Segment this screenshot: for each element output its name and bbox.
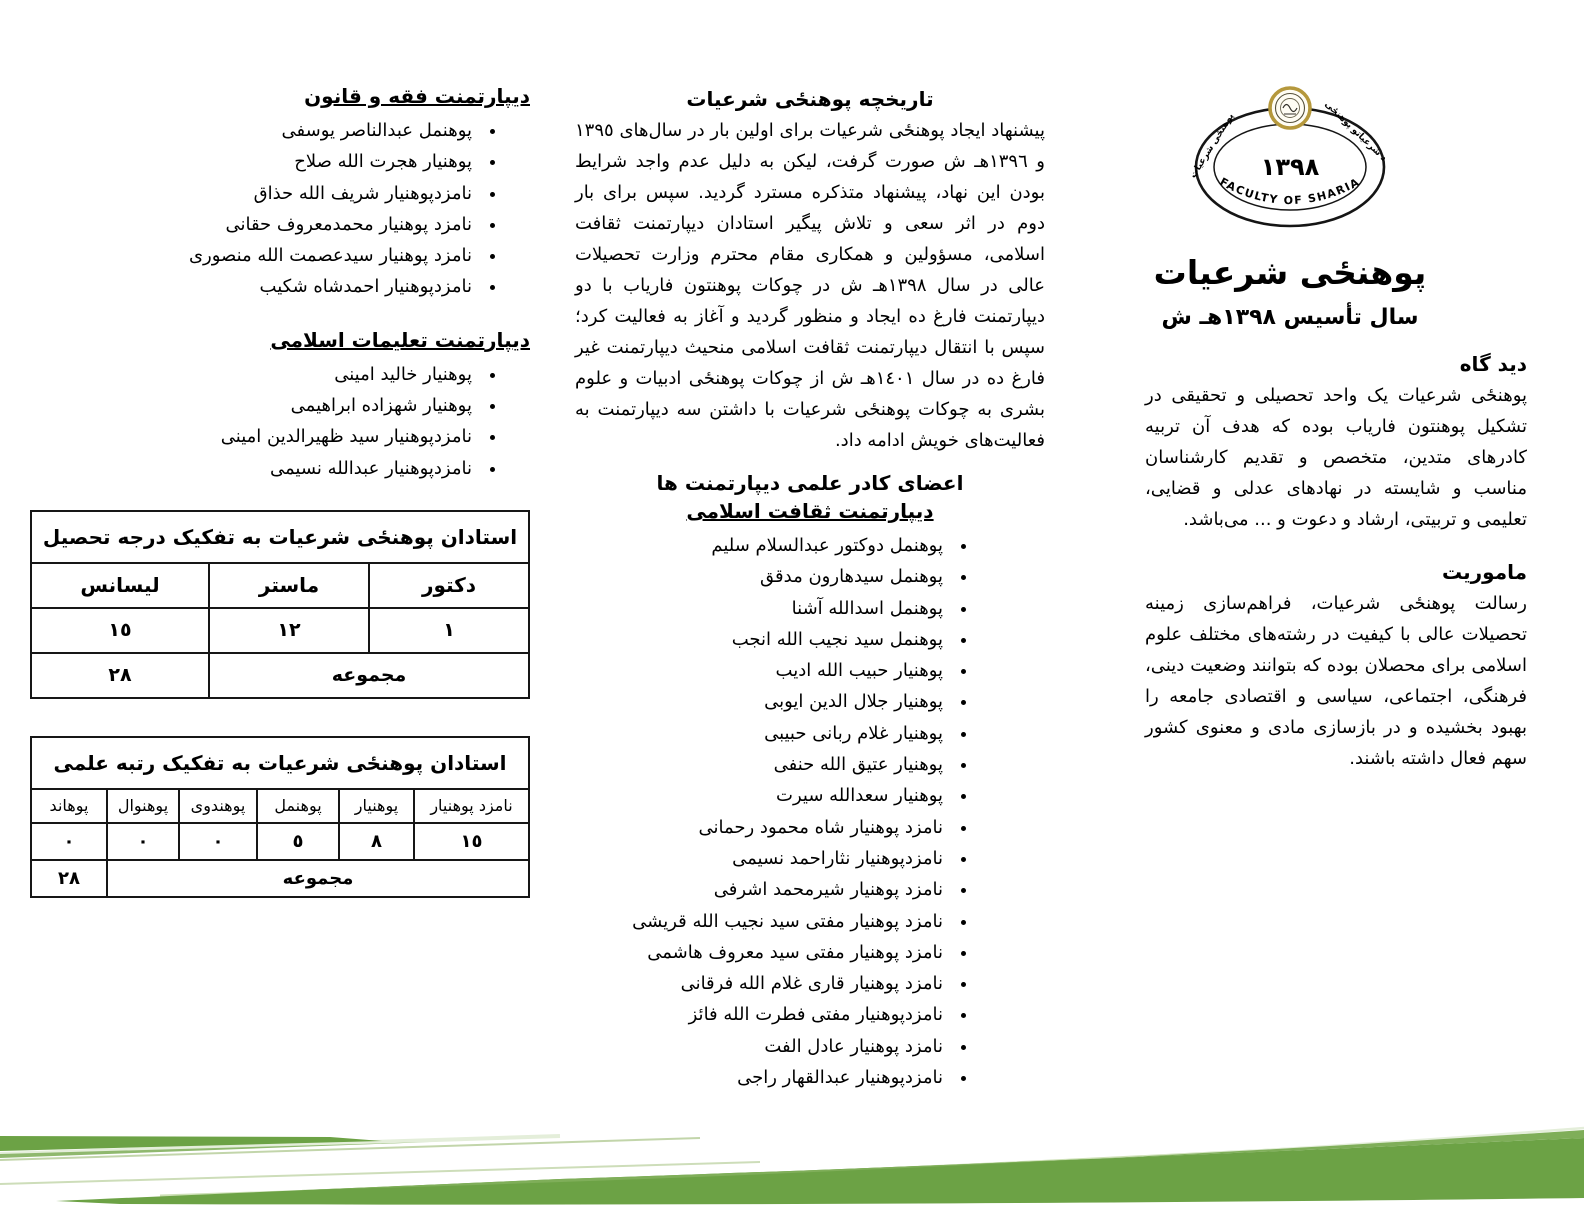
degree-col-header: دکتور [368, 561, 530, 609]
university-emblem-icon [1268, 86, 1312, 130]
degree-table-title: استادان پوهنځی شرعیات به تفکیک درجه تحصی… [30, 509, 530, 564]
list-item: نامزدپوهنیار عبدالقهار راجی [575, 1062, 949, 1093]
list-item: پوهنیار عتیق الله حنفی [575, 749, 949, 780]
list-item: پوهنیار سعدالله سیرت [575, 780, 949, 811]
list-item: پوهنمل اسدالله آشنا [575, 593, 949, 624]
degree-col-header: ماستر [208, 561, 370, 609]
list-item: پوهنمل دوکتور عبدالسلام سلیم [575, 530, 949, 561]
list-item: پوهنمل سید نجیب الله انجب [575, 624, 949, 655]
list-item: نامزدپوهنیار سید ظهیرالدین امینی [32, 421, 478, 452]
faculty-title: پوهنځی شرعیات [1153, 253, 1427, 292]
staff-heading: اعضای کادر علمی دیپارتمنت ها [656, 471, 964, 495]
rank-col-header: پوهاند [29, 787, 109, 824]
cover-panel: ١٣٩٨ FACULTY OF SHARIA د شرعیاتو پوهنځی … [1145, 85, 1527, 774]
list-item: نامزد پوهنیار قاری غلام الله فرقانی [575, 968, 949, 999]
list-item: نامزدپوهنیار عبدالله نسیمی [32, 453, 478, 484]
list-item: پوهنیار هجرت الله صلاح [32, 146, 478, 177]
list-item: پوهنیار خالید امینی [32, 359, 478, 390]
rank-col-header: پوهنیار [338, 787, 415, 824]
bottom-wave-graphic [0, 1126, 1584, 1205]
cover-body: دید گاه پوهنځی شرعیات یک واحد تحصیلی و ت… [1145, 350, 1527, 774]
faculty-logo: ١٣٩٨ FACULTY OF SHARIA د شرعیاتو پوهنځی … [1188, 86, 1389, 228]
rank-col-header: نامزد پوهنیار [413, 787, 530, 824]
degree-count-cell: ١٥ [30, 606, 210, 654]
rank-table-title: استادان پوهنځی شرعیات به تفکیک رتبه علمی [29, 735, 531, 790]
list-item: پوهنیار شهزاده ابراهیمی [32, 390, 478, 421]
vision-text: پوهنځی شرعیات یک واحد تحصیلی و تحقیقی در… [1145, 385, 1527, 530]
list-item: نامزد پوهنیار محمدمعروف حقانی [32, 209, 478, 240]
degree-total-label: مجموعه [208, 651, 530, 699]
logo-founding-year: ١٣٩٨ [1261, 153, 1320, 181]
history-heading: تاریخچه پوهنځی شرعیات [686, 87, 934, 111]
fiqh-member-list: پوهنمل عبدالناصر یوسفی پوهنیار هجرت الله… [32, 115, 530, 303]
list-item: نامزدپوهنیار شریف الله حذاق [32, 178, 478, 209]
staff-dept-heading: دیپارتمنت ثقافت اسلامی [686, 499, 934, 523]
list-item: پوهنمل سیدهارون مدقق [575, 561, 949, 592]
list-item: نامزد پوهنیار عادل الفت [575, 1031, 949, 1062]
rank-count-cell: ٠ [29, 821, 109, 861]
islamic-ed-member-list: پوهنیار خالید امینی پوهنیار شهزاده ابراه… [32, 359, 530, 484]
degree-col-header: لیسانس [30, 561, 210, 609]
rank-total-label: مجموعه [106, 858, 530, 898]
list-item: پوهنیار حبیب الله ادیب [575, 655, 949, 686]
list-item: نامزد پوهنیار مفتی سید نجیب الله قریشی [575, 906, 949, 937]
rank-count-cell: ٠ [106, 821, 180, 861]
departments-panel: دیپارتمنت فقه و قانون پوهنمل عبدالناصر ی… [29, 82, 531, 898]
vision-heading: دید گاه [1459, 352, 1527, 376]
rank-count-cell: ٥ [256, 821, 340, 861]
rank-count-cell: ٨ [338, 821, 415, 861]
list-item: نامزدپوهنیار نثاراحمد نسیمی [575, 843, 949, 874]
list-item: نامزد پوهنیار مفتی سید معروف هاشمی [575, 937, 949, 968]
list-item: نامزد پوهنیار سیدعصمت الله منصوری [32, 240, 478, 271]
list-item: پوهنیار جلال الدین ایوبی [575, 686, 949, 717]
list-item: پوهنمل عبدالناصر یوسفی [32, 115, 478, 146]
staff-member-list: پوهنمل دوکتور عبدالسلام سلیم پوهنمل سیده… [575, 530, 1045, 1093]
list-item: نامزدپوهنیار احمدشاه شکیب [32, 271, 478, 302]
list-item: نامزد پوهنیار شیرمحمد اشرفی [575, 874, 949, 905]
founding-year-subtitle: سال تأسیس ١٣٩٨هـ ش [1161, 305, 1419, 330]
rank-col-header: پوهنوال [106, 787, 180, 824]
degree-table: استادان پوهنځی شرعیات به تفکیک درجه تحصی… [30, 509, 530, 699]
degree-total-value: ٢٨ [30, 651, 210, 699]
rank-count-cell: ٠ [178, 821, 258, 861]
rank-col-header: پوهندوی [178, 787, 258, 824]
mission-text: رسالت پوهنځی شرعیات، فراهم‌سازی زمینه تح… [1145, 593, 1527, 769]
history-panel: تاریخچه پوهنځی شرعیات پیشنهاد ایجاد پوهن… [575, 85, 1045, 1093]
rank-total-value: ٢٨ [29, 858, 109, 898]
rank-col-header: پوهنمل [256, 787, 340, 824]
fiqh-dept-heading: دیپارتمنت فقه و قانون [304, 84, 530, 108]
list-item: پوهنیار غلام ربانی حبیبی [575, 718, 949, 749]
mission-heading: ماموریت [1441, 560, 1527, 584]
logo-ring-left-text: پوهنځی شرعیات [1188, 112, 1236, 180]
degree-count-cell: ١ [368, 606, 530, 654]
rank-table: استادان پوهنځی شرعیات به تفکیک رتبه علمی… [29, 735, 531, 898]
degree-count-cell: ١٢ [208, 606, 370, 654]
list-item: نامزدپوهنیار مفتی فطرت الله فائز [575, 999, 949, 1030]
history-text: پیشنهاد ایجاد پوهنځی شرعیات برای اولین ب… [575, 120, 1045, 451]
list-item: نامزد پوهنیار شاه محمود رحمانی [575, 812, 949, 843]
cover-header: ١٣٩٨ FACULTY OF SHARIA د شرعیاتو پوهنځی … [1139, 85, 1441, 330]
rank-count-cell: ١٥ [413, 821, 530, 861]
islamic-ed-dept-heading: دیپارتمنت تعلیمات اسلامی [270, 327, 530, 352]
